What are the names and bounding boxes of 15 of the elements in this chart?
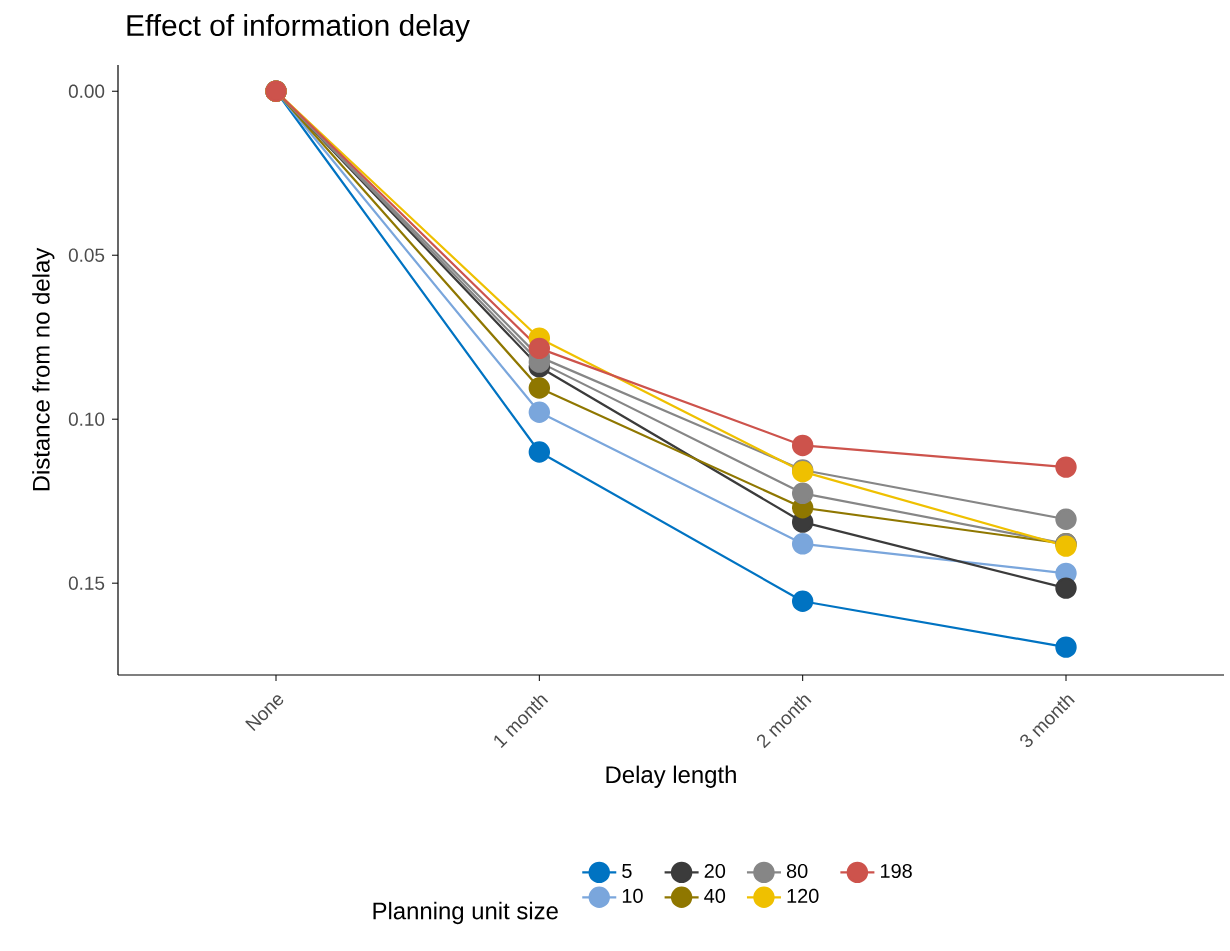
legend-label: 40 [704,888,726,903]
y-tick-label: 0.00 [68,84,105,98]
chart-title: Effect of information delay [127,14,470,42]
legend-label: 20 [704,863,726,879]
legend-label: 120 [787,888,819,903]
legend-label: 80 [786,863,808,879]
legend-label: 5 [622,864,632,878]
y-tick-label: 0.10 [68,412,105,426]
legend-title: Planning unit size [373,901,558,925]
legend-label: 198 [881,863,912,879]
y-tick-label: 0.15 [68,576,105,590]
x-axis-title: Delay length [606,765,736,788]
y-axis-title: Distance from no delay [32,247,55,491]
legend-label: 10 [622,888,643,903]
y-tick-label: 0.05 [68,248,105,262]
